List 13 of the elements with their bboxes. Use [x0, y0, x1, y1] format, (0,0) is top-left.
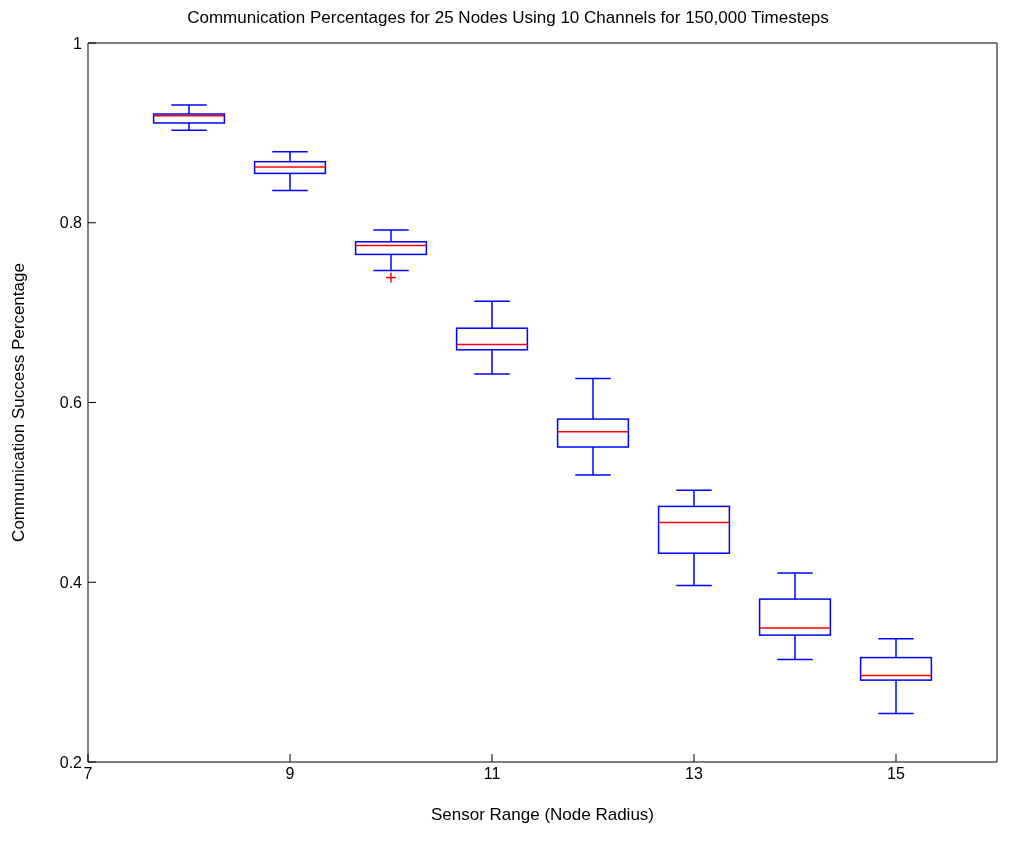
x-axis-title: Sensor Range (Node Radius): [430, 805, 655, 824]
x-tick-label: 11: [483, 765, 501, 783]
chart-title: Communication Percentages for 25 Nodes Using 10 Channels for 150,000 Timesteps: [186, 8, 830, 29]
x-tick-label: 7: [83, 765, 93, 783]
y-tick-label: 0.6: [59, 394, 83, 412]
x-tick-label: 13: [685, 765, 703, 783]
y-axis-title: Communication Success Percentage: [9, 263, 29, 542]
y-tick-label: 0.8: [59, 214, 83, 232]
y-tick-label: 0.4: [59, 573, 83, 591]
y-tick-label: 1: [73, 34, 83, 52]
x-tick-label: 9: [285, 765, 295, 783]
x-tick-label: 15: [887, 765, 905, 783]
y-tick-label: 0.2: [59, 753, 83, 771]
